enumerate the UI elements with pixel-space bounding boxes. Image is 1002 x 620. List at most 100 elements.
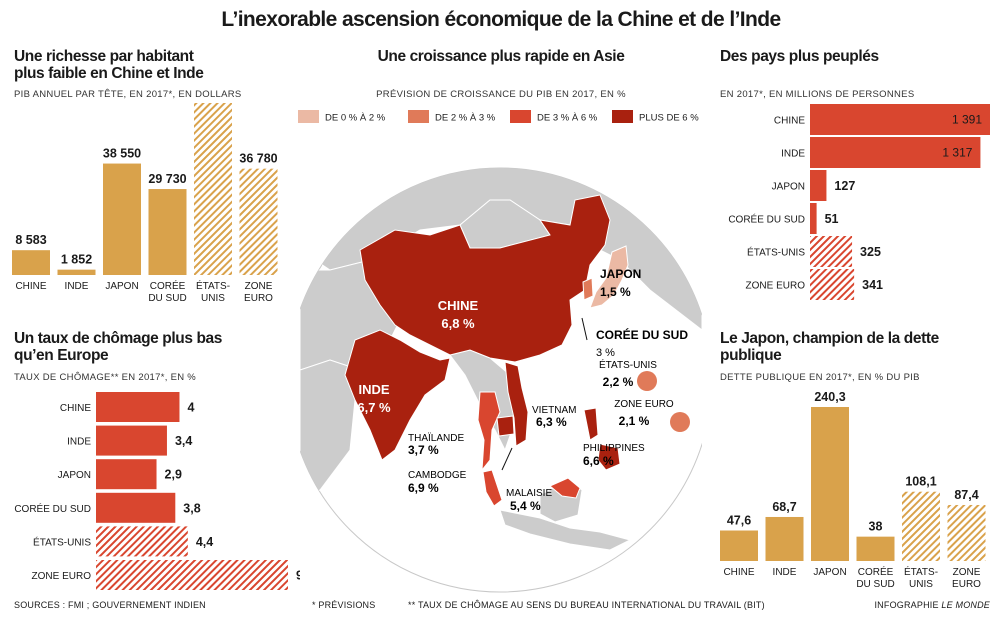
gdp-tick-japon: JAPON	[105, 281, 138, 292]
label-thailande-value: 3,7 %	[408, 443, 439, 457]
pop-value-japon: 127	[834, 179, 855, 193]
label-chine-value: 6,8 %	[441, 316, 475, 331]
footer-credit-label: INFOGRAPHIE	[874, 600, 939, 610]
pop-bar-chine	[810, 104, 990, 135]
population-title: Des pays plus peuplés	[720, 48, 879, 65]
pop-tick-chine: CHINE	[774, 116, 805, 127]
legend-swatch-de-0-a-2	[298, 110, 319, 123]
land-thailand	[477, 391, 501, 472]
pop-bar-japon	[810, 170, 827, 201]
land-indonesia	[499, 509, 632, 551]
label-philippines: PHILIPPINES	[583, 443, 645, 454]
land-japan	[589, 245, 629, 309]
debt-bar-coree-du-sud	[856, 536, 895, 561]
pop-bar-coree-du-sud	[810, 203, 817, 234]
debt-tick-zone-euro: ZONE EURO	[952, 567, 981, 590]
legend-label-de-3-a-6: DE 3 % À 6 %	[537, 113, 598, 124]
label-zone-euro: ZONE EURO	[614, 399, 674, 410]
pop-bar-inde	[810, 137, 981, 168]
legend-swatch-de-2-a-3	[408, 110, 429, 123]
unemployment-subtitle: TAUX DE CHÔMAGE** EN 2017*, EN %	[14, 372, 197, 383]
pop-bar-etats-unis	[810, 236, 853, 267]
debt-bar-inde	[765, 516, 804, 561]
debt-value-etats-unis: 108,1	[905, 475, 936, 489]
unemp-tick-coree-du-sud: CORÉE DU SUD	[14, 502, 91, 515]
land-korea	[582, 277, 594, 301]
label-cambodge-value: 6,9 %	[408, 481, 439, 495]
pop-tick-inde: INDE	[781, 149, 805, 160]
unemp-tick-zone-euro: ZONE EURO	[32, 571, 92, 582]
debt-value-inde: 68,7	[772, 500, 796, 514]
label-thailande: THAÏLANDE	[408, 432, 464, 444]
debt-title: Le Japon, champion de la dette publique	[720, 330, 939, 364]
unemployment-chart: CHINE 4 INDE 3,4 JAPON 2,9 CORÉE DU SUD 3,8 ÉTAT…	[14, 392, 300, 590]
label-coree-value: 3 %	[596, 347, 615, 359]
label-japon-value: 1,5 %	[600, 285, 631, 299]
footer-note2: ** TAUX DE CHÔMAGE AU SENS DU BUREAU INT…	[408, 600, 765, 610]
debt-title-line2: publique	[720, 347, 782, 364]
unemp-bar-etats-unis	[96, 526, 188, 557]
land-malaysia	[482, 469, 581, 507]
gdp-bar-zone-euro	[239, 168, 278, 275]
label-malaisie: MALAISIE	[506, 488, 552, 499]
debt-bar-chine	[720, 530, 758, 561]
korea-pointer	[581, 317, 588, 341]
legend-label-de-0-a-2: DE 0 % À 2 %	[325, 113, 386, 124]
pop-value-zone-euro: 341	[862, 278, 883, 292]
unemployment-title: Un taux de chômage plus bas qu’en Europe	[14, 330, 222, 364]
unemp-title-line2: qu’en Europe	[14, 347, 109, 364]
legend-label-plus-de-6: PLUS DE 6 %	[639, 113, 699, 124]
gdp-value-chine: 8 583	[15, 233, 46, 247]
unemp-value-inde: 3,4	[175, 434, 192, 448]
gdp-value-zone-euro: 36 780	[239, 152, 277, 166]
unemp-bar-inde	[96, 425, 167, 456]
label-japon: JAPON	[600, 267, 641, 281]
pop-tick-coree-du-sud: CORÉE DU SUD	[728, 213, 805, 226]
dot-zone-euro	[670, 412, 690, 432]
unemp-value-etats-unis: 4,4	[196, 535, 213, 549]
growth-title: Une croissance plus rapide en Asie	[377, 48, 625, 65]
label-vietnam: VIETNAM	[532, 405, 576, 416]
footer-credit-brand: LE MONDE	[941, 600, 990, 610]
growth-subtitle: PRÉVISION DE CROISSANCE DU PIB EN 2017, …	[376, 89, 626, 100]
gdp-bar-chine	[12, 250, 50, 275]
dot-etats-unis	[637, 371, 657, 391]
debt-value-japon: 240,3	[814, 390, 845, 404]
gdp-per-capita-title: Une richesse par habitant plus faible en…	[14, 48, 204, 82]
page-title: L’inexorable ascension économique de la …	[221, 8, 781, 31]
pop-value-coree-du-sud: 51	[825, 212, 839, 226]
pop-value-inde: 1 317	[942, 146, 972, 160]
unemp-bar-japon	[96, 459, 157, 490]
debt-value-zone-euro: 87,4	[954, 488, 978, 502]
footer-note1: * PRÉVISIONS	[312, 600, 376, 610]
label-coree: CORÉE DU SUD	[596, 327, 688, 342]
land-cambodia	[496, 415, 515, 437]
unemp-tick-inde: INDE	[67, 437, 91, 448]
land-india	[344, 329, 451, 461]
unemp-value-coree-du-sud: 3,8	[183, 501, 200, 515]
unemp-title-line1: Un taux de chômage plus bas	[14, 330, 222, 347]
gdp-bar-coree-du-sud	[148, 189, 187, 275]
gdp-tick-coree-du-sud: CORÉE DU SUD	[148, 279, 186, 304]
debt-tick-inde: INDE	[773, 567, 797, 578]
debt-tick-chine: CHINE	[723, 567, 754, 578]
label-malaisie-value: 5,4 %	[510, 499, 541, 513]
growth-legend: DE 0 % À 2 % DE 2 % À 3 % DE 3 % À 6 % PLUS…	[296, 108, 716, 126]
unemp-value-zone-euro: 9,2	[296, 569, 300, 583]
unemp-tick-etats-unis: ÉTATS-UNIS	[33, 535, 91, 548]
debt-value-chine: 47,6	[727, 513, 751, 527]
label-zone-euro-value: 2,1 %	[619, 414, 650, 428]
growth-legend-svg: DE 0 % À 2 % DE 2 % À 3 % DE 3 % À 6 % PLUS…	[298, 110, 699, 124]
debt-tick-coree-du-sud: CORÉE DU SUD	[856, 565, 894, 590]
unemp-bar-zone-euro	[96, 560, 288, 590]
population-chart: CHINE 1 391 INDE 1 317 JAPON 127 CORÉE DU SUD 5…	[728, 104, 990, 300]
debt-value-coree-du-sud: 38	[869, 520, 883, 534]
unemp-value-japon: 2,9	[165, 468, 182, 482]
population-subtitle: EN 2017*, EN MILLIONS DE PERSONNES	[720, 89, 915, 100]
gdp-title-line1: Une richesse par habitant	[14, 48, 194, 65]
unemp-tick-japon: JAPON	[58, 470, 91, 481]
debt-bar-zone-euro	[947, 504, 986, 561]
pop-tick-zone-euro: ZONE EURO	[746, 281, 806, 292]
land-vietnam	[504, 361, 529, 447]
pop-bar-zone-euro	[810, 269, 855, 300]
